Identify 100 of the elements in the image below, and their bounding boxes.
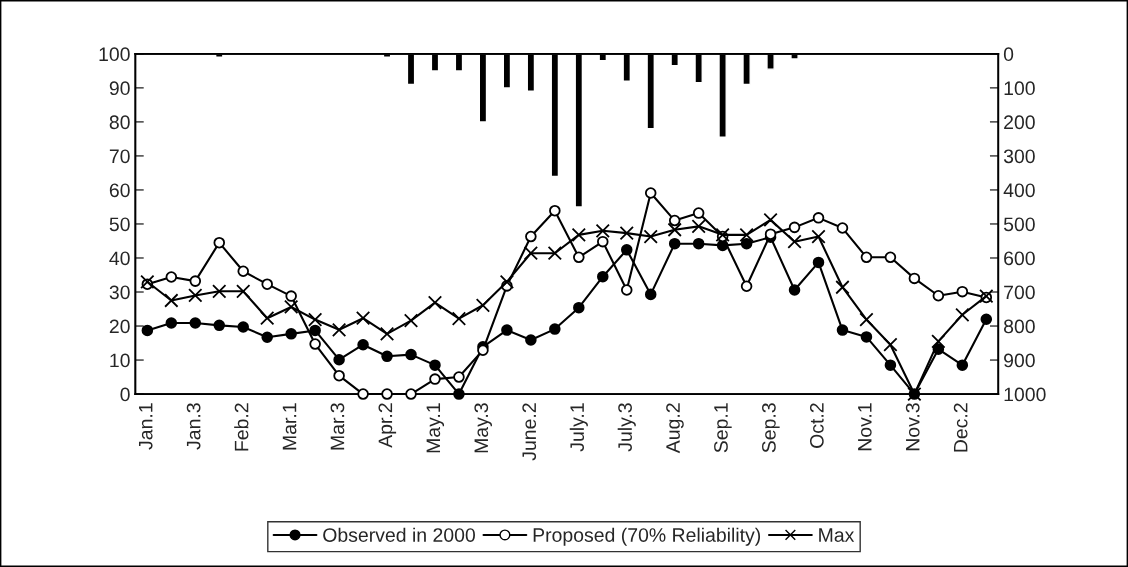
point: [523, 246, 539, 261]
point: [740, 280, 753, 292]
y-tick-label: 100: [99, 47, 130, 62]
point: [547, 246, 562, 261]
point: [692, 207, 705, 219]
point: [525, 230, 537, 243]
point: [357, 338, 369, 351]
x-tick-label: June.2: [522, 403, 537, 461]
x-tick-label: July.3: [617, 403, 636, 452]
point: [571, 227, 586, 243]
point: [405, 348, 417, 361]
point: [189, 275, 202, 287]
x-tick-label: Nov.1: [858, 403, 872, 451]
y-tick-label: 90: [109, 81, 130, 96]
point: [956, 359, 969, 371]
point: [333, 353, 345, 366]
point: [549, 204, 561, 217]
point: [357, 388, 369, 400]
point: [451, 311, 467, 326]
point: [381, 388, 393, 400]
y2-tick-label: 800: [1003, 319, 1035, 334]
point: [595, 223, 610, 238]
point: [549, 323, 561, 335]
point: [333, 369, 345, 382]
point: [643, 229, 658, 244]
point: [499, 274, 515, 289]
x-tick-label: July.1: [569, 403, 588, 452]
legend-label: Max: [819, 528, 855, 542]
x-tick-label: May.1: [426, 403, 445, 453]
y-tick-label: 40: [109, 251, 130, 266]
point: [740, 237, 753, 250]
point: [475, 298, 491, 313]
x-tick-label: May.3: [474, 403, 492, 453]
point: [164, 293, 179, 308]
point: [812, 212, 825, 224]
point: [141, 324, 154, 337]
point: [165, 317, 178, 329]
point: [692, 237, 705, 250]
point: [787, 234, 802, 249]
y-tick-label: 20: [109, 319, 130, 334]
point: [883, 337, 898, 352]
point: [811, 229, 826, 244]
point: [212, 284, 227, 299]
point: [355, 311, 371, 326]
point: [620, 284, 633, 296]
point: [381, 350, 393, 363]
x-tick-label: Mar.3: [330, 403, 345, 450]
point: [285, 290, 297, 302]
point: [379, 326, 395, 342]
x-tick-label: Aug.2: [666, 403, 684, 454]
y-tick-label: 80: [109, 115, 130, 130]
point: [573, 251, 585, 264]
x-tick-label: Jan.1: [139, 403, 153, 450]
point: [597, 235, 609, 248]
x-tick-label: Feb.2: [234, 403, 249, 451]
y-tick-label: 70: [109, 149, 130, 164]
point: [453, 371, 465, 383]
y-tick-label: 0: [120, 387, 130, 402]
point: [453, 388, 465, 400]
point: [213, 319, 226, 332]
point: [739, 227, 754, 243]
point: [403, 313, 419, 328]
y-tick-label: 10: [110, 353, 130, 368]
point: [309, 338, 321, 350]
point: [331, 322, 347, 337]
point: [859, 312, 874, 327]
point: [691, 219, 706, 234]
point: [788, 221, 801, 234]
point: [860, 331, 873, 343]
point: [285, 328, 297, 340]
point: [932, 289, 945, 302]
y2-tick-label: 900: [1004, 353, 1035, 368]
point: [237, 265, 249, 278]
x-tick-label: Sep.1: [714, 403, 732, 453]
point: [763, 212, 778, 228]
point: [405, 388, 417, 400]
point: [860, 251, 873, 264]
legend-label: Proposed (70% Reliability): [533, 527, 761, 546]
point: [884, 251, 897, 264]
point: [619, 225, 634, 241]
point: [668, 237, 681, 250]
point: [668, 214, 681, 227]
point: [667, 222, 682, 237]
point: [309, 324, 321, 337]
point: [188, 288, 203, 303]
point: [573, 301, 585, 314]
point: [284, 299, 299, 315]
x-tick-label: Mar.1: [282, 403, 297, 450]
y-tick-label: 30: [109, 285, 130, 300]
point: [525, 334, 537, 346]
y2-tick-label: 600: [1004, 251, 1035, 266]
point: [955, 307, 970, 322]
point: [307, 312, 323, 327]
point: [980, 313, 993, 325]
point: [835, 280, 850, 295]
point: [236, 284, 251, 299]
point: [836, 222, 849, 234]
y2-tick-label: 300: [1003, 149, 1035, 164]
x-tick-label: Sep.3: [762, 403, 780, 453]
point: [429, 359, 441, 371]
